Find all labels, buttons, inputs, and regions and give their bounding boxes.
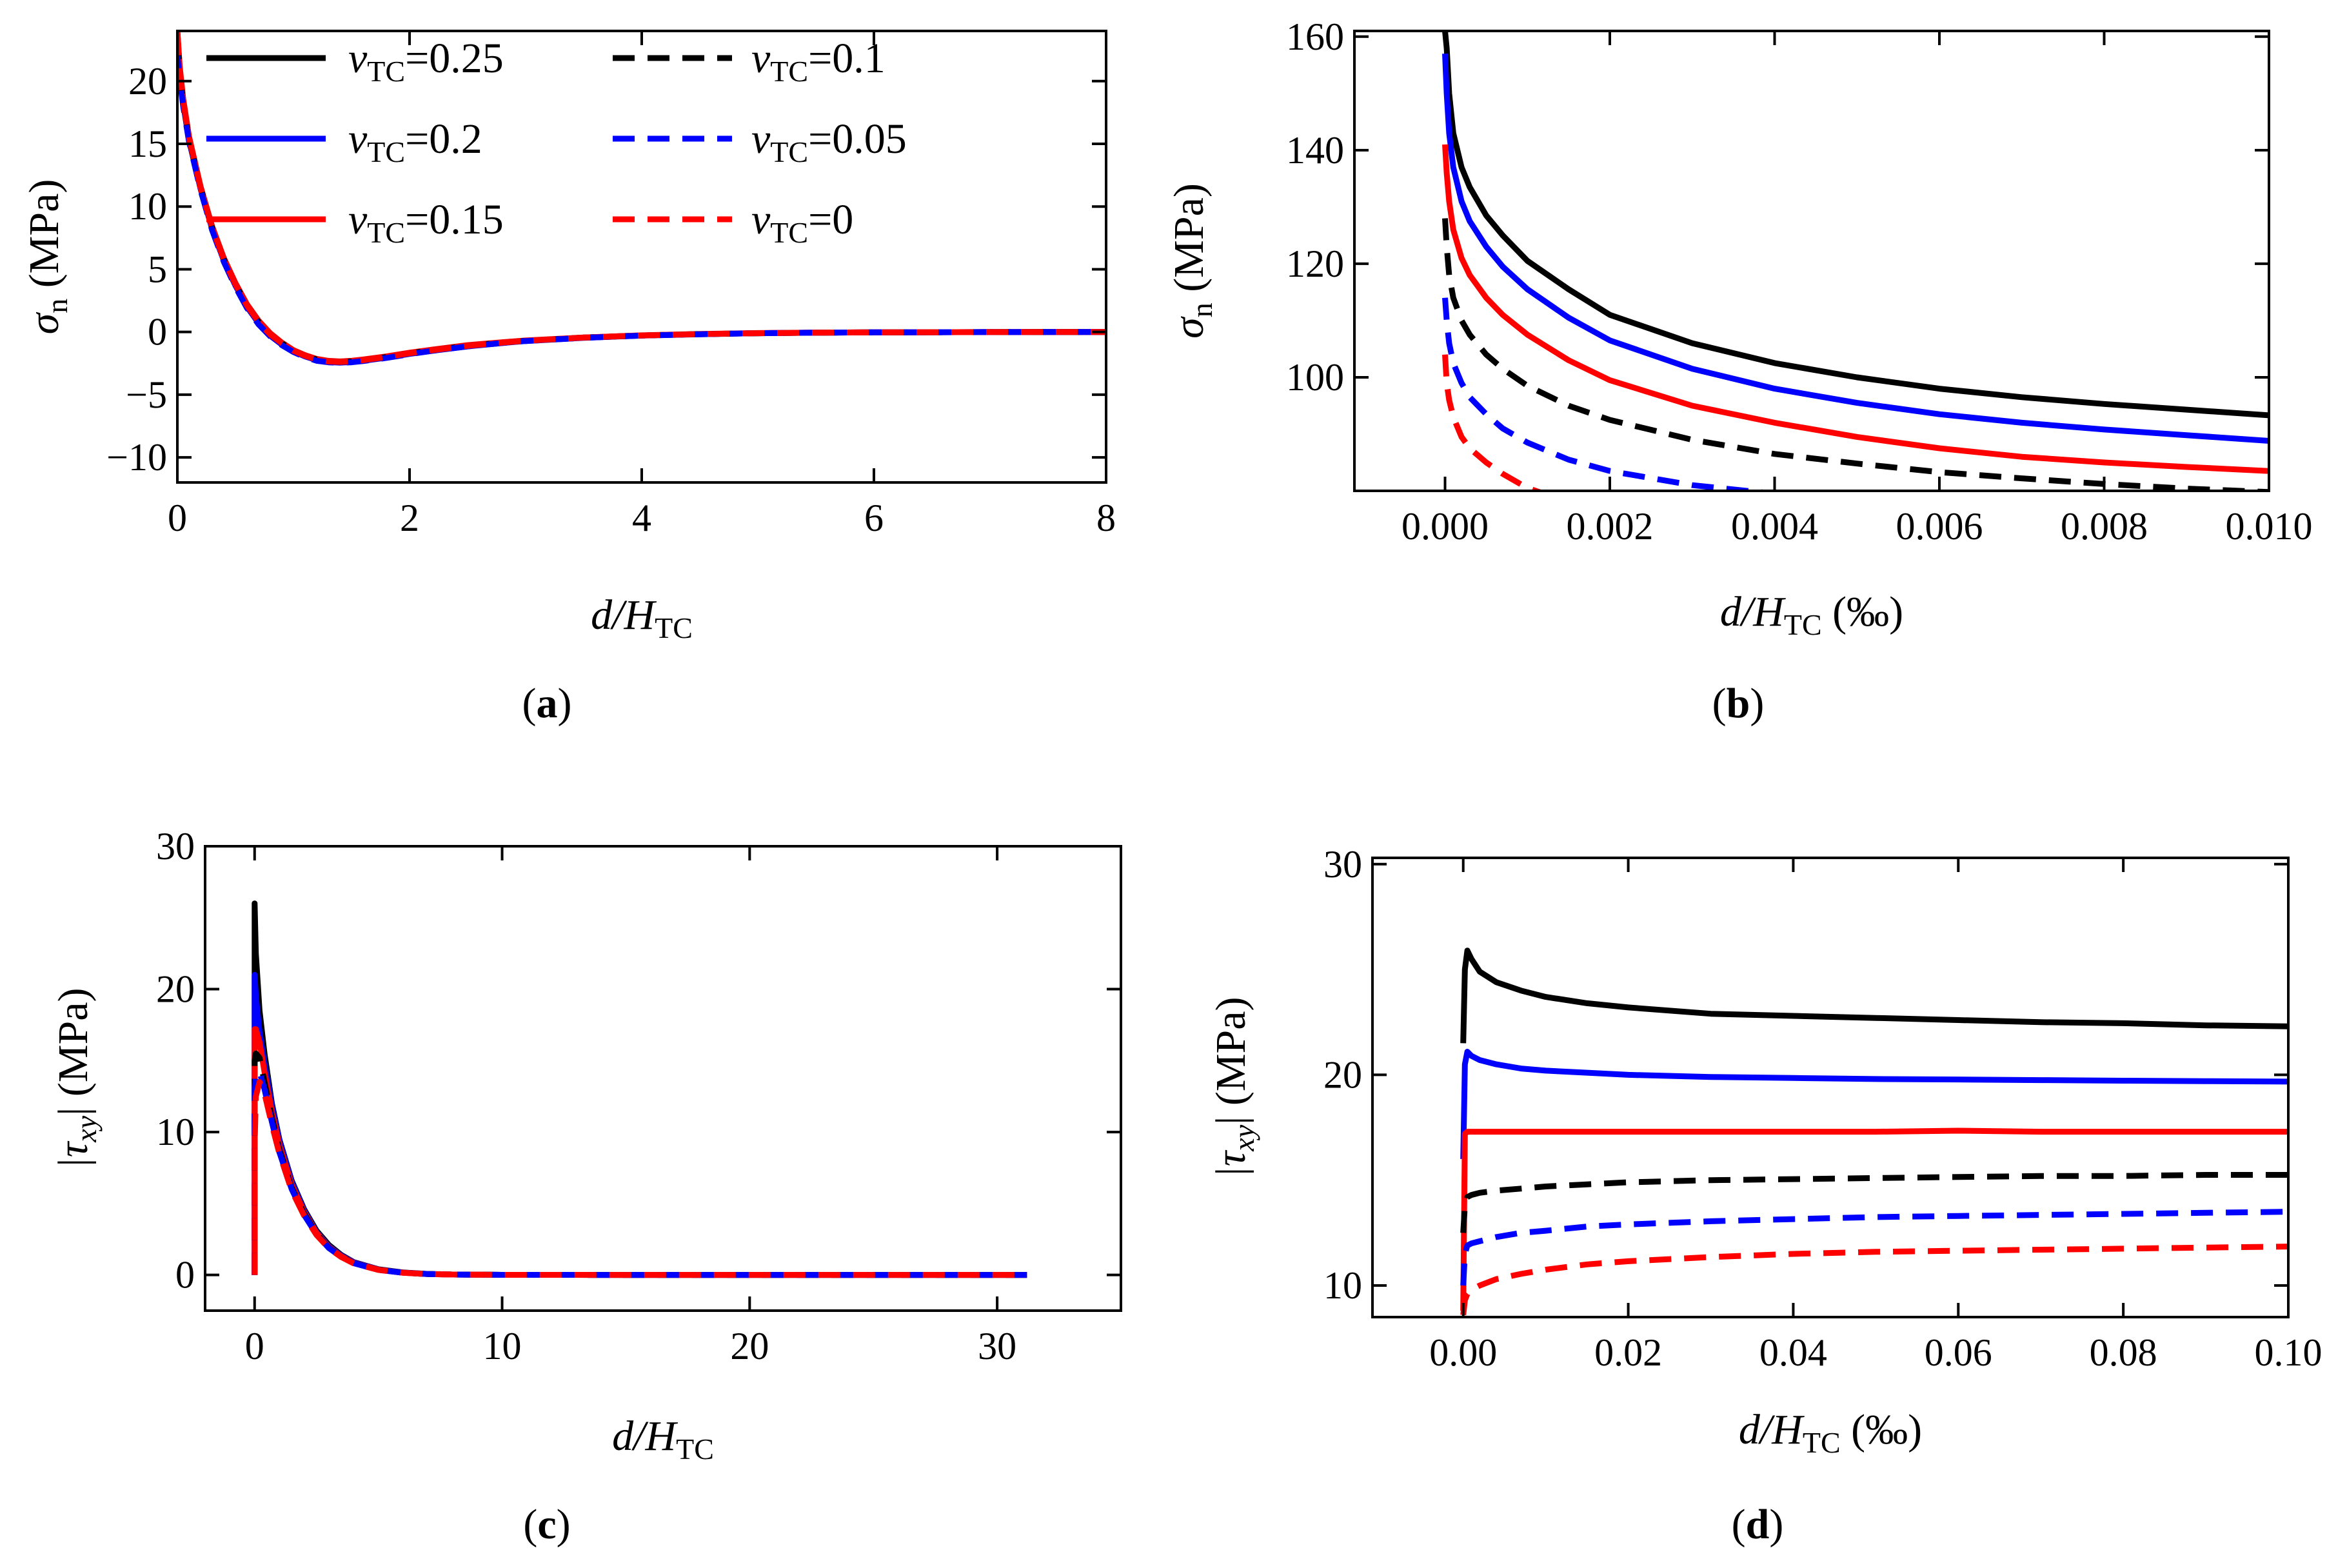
plot-frame [1353,30,2270,492]
panel-label: (d) [1732,1501,1784,1548]
series-line [252,1050,1027,1278]
series-line [177,55,1106,366]
x-tick-label: 0 [168,497,187,539]
series-line [1460,1209,2288,1286]
series-line [252,1079,1027,1278]
plot-frame [204,845,1122,1312]
x-tick-label: 10 [483,1325,522,1367]
x-tick-label: 2 [400,497,419,539]
x-tick-label: 8 [1096,497,1116,539]
series-line [252,1026,1027,1278]
x-axis-label: d/HTC (‰) [1739,1406,1922,1459]
x-tick-label: 0.000 [1401,505,1489,548]
series-line [177,37,1106,365]
x-tick-label: 0.08 [2090,1331,2157,1374]
chart-panel-c: 0 10 20 30 0 10 20 30 d/HTC |τxy| (MPa) (c) [50,825,1122,1548]
y-tick-label: 30 [156,825,195,868]
x-tick-label: 4 [632,497,651,539]
series-line [252,900,1027,1278]
series-line [177,31,1106,365]
series-group [177,31,1106,366]
y-tick-label: 30 [1323,843,1362,886]
y-tick-label: 0 [175,1254,195,1296]
series-line [1460,1127,2288,1311]
x-tick-label: 0 [245,1325,264,1367]
legend: vTC=0.25 vTC=0.1 vTC=0.2 vTC=0.05 vTC=0.15 vT… [206,35,907,249]
panel-label: (c) [523,1501,570,1548]
series-line [252,971,1027,1278]
series-group [1460,948,2288,1316]
series-line [1442,218,2269,491]
series-line [177,31,1106,364]
y-axis-label: σn (MPa) [21,179,74,335]
series-line [1442,297,1776,491]
y-tick-label: −5 [126,373,167,416]
series-line [177,43,1106,366]
plot-frame [176,30,1107,484]
x-axis-label: d/HTC (‰) [1720,588,1903,641]
panel-label: (a) [522,680,572,727]
x-tick-label: 0.10 [2255,1331,2322,1374]
y-tick-label: 20 [156,968,195,1011]
y-tick-label: 140 [1286,129,1344,172]
chart-panel-b: 0.000 0.002 0.004 0.006 0.008 0.010 100 120 140 1… [1165,15,2313,727]
series-line [1442,31,2269,419]
legend-entry: vTC=0.15 [348,196,504,249]
legend-entry: vTC=0.25 [348,35,504,88]
y-tick-label: 100 [1286,356,1344,399]
y-tick-label: 20 [128,60,167,103]
x-tick-label: 6 [864,497,884,539]
x-axis-label: d/HTC [591,591,693,644]
chart-panel-a: 0 2 4 6 8 −10 −5 0 5 10 15 20 d/HTC σn (MPa) (a) vTC=0.… [21,30,1116,727]
chart-panel-d: 0.00 0.02 0.04 0.06 0.08 0.10 10 20 30 d/HTC (‰) |… [1207,843,2322,1548]
panel-label: (b) [1712,680,1765,727]
y-tick-label: 0 [148,311,167,353]
y-tick-label: 20 [1323,1053,1362,1096]
y-axis-label: σn (MPa) [1165,183,1218,339]
y-tick-label: 10 [128,185,167,228]
x-tick-label: 0.04 [1759,1331,1827,1374]
y-axis-label: |τxy| (MPa) [50,988,103,1169]
x-tick-label: 30 [978,1325,1016,1367]
series-group [1442,31,2269,491]
y-tick-label: 160 [1286,15,1344,58]
x-tick-label: 0.006 [1896,505,1983,548]
series-line [1460,1172,2288,1233]
plot-frame [1371,857,2290,1318]
series-line [252,1069,1027,1278]
x-axis-label: d/HTC [612,1413,714,1465]
x-tick-label: 0.004 [1731,505,1818,548]
legend-entry: vTC=0 [751,196,853,249]
x-tick-label: 0.00 [1429,1331,1497,1374]
series-line [1442,144,2269,474]
x-tick-label: 0.008 [2061,505,2148,548]
y-tick-label: 15 [128,123,167,165]
x-tick-label: 0.06 [1925,1331,1992,1374]
y-tick-label: 120 [1286,243,1344,285]
y-tick-label: 10 [156,1111,195,1153]
series-line [1442,54,2269,444]
x-tick-label: 20 [730,1325,769,1367]
series-line [1460,1049,2288,1160]
y-tick-label: 10 [1323,1264,1362,1307]
legend-entry: vTC=0.1 [751,35,886,88]
x-tick-label: 0.02 [1594,1331,1662,1374]
series-line [177,33,1106,365]
series-group [252,900,1027,1278]
series-line [1460,1244,2288,1316]
x-tick-label: 0.002 [1567,505,1654,548]
legend-entry: vTC=0.05 [751,115,907,168]
y-tick-label: 5 [148,248,167,290]
legend-entry: vTC=0.2 [348,115,482,168]
y-tick-label: −10 [106,436,167,479]
y-axis-label: |τxy| (MPa) [1207,997,1260,1178]
x-tick-label: 0.010 [2226,505,2313,548]
series-line [1460,948,2288,1044]
